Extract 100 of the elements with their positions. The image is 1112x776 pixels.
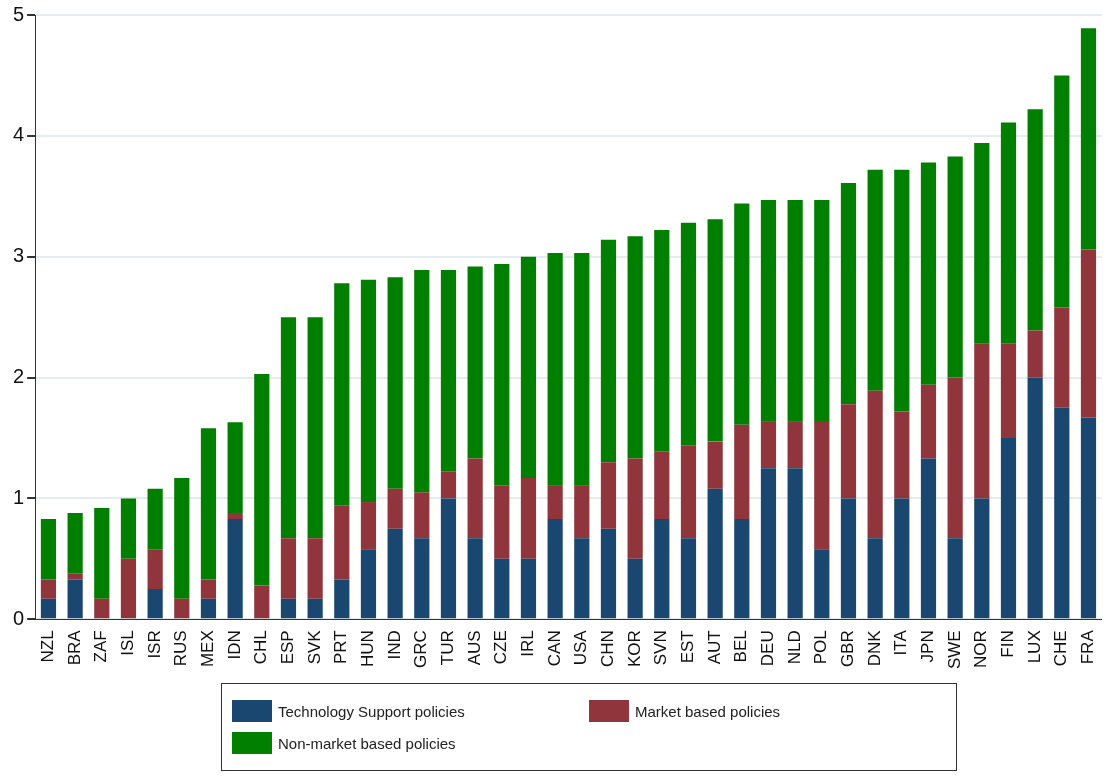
x-tick-label: ISL xyxy=(118,630,138,656)
legend-label: Non-market based policies xyxy=(278,734,456,752)
bar xyxy=(894,498,910,619)
y-tick-label: 5 xyxy=(13,2,25,25)
bar xyxy=(600,462,617,529)
bar xyxy=(280,538,297,599)
bar xyxy=(67,512,83,574)
x-tick-label: DEU xyxy=(758,630,778,667)
legend-label: Market based policies xyxy=(635,702,781,720)
bar xyxy=(334,283,350,506)
bar xyxy=(1080,249,1097,418)
bar xyxy=(894,411,910,499)
bar xyxy=(547,253,563,486)
x-tick-label: FIN xyxy=(998,630,1018,658)
bar xyxy=(680,538,697,619)
x-tick-label: NZL xyxy=(38,630,58,663)
bar xyxy=(227,422,243,513)
bar xyxy=(760,199,777,422)
bar xyxy=(520,558,537,619)
x-tick-label: FRA xyxy=(1078,629,1098,665)
bar xyxy=(200,428,217,580)
y-tick-label: 2 xyxy=(13,365,25,388)
bar xyxy=(787,421,803,469)
bar xyxy=(467,266,483,459)
bar xyxy=(120,558,137,619)
x-tick-label: DNK xyxy=(864,629,884,667)
bar xyxy=(440,471,457,499)
x-tick-label: GBR xyxy=(838,630,858,668)
bar xyxy=(627,236,643,459)
bar xyxy=(974,498,990,619)
bar xyxy=(574,485,590,539)
x-tick-label: BRA xyxy=(64,629,84,666)
bar xyxy=(147,488,163,550)
bar xyxy=(1000,437,1017,619)
bar xyxy=(840,182,857,405)
x-tick-label: MEX xyxy=(198,630,218,668)
x-tick-label: ITA xyxy=(891,629,911,656)
bar xyxy=(974,143,990,344)
bar xyxy=(387,528,403,619)
bar xyxy=(520,256,537,478)
bar xyxy=(440,270,457,472)
bar xyxy=(840,498,857,619)
bar xyxy=(467,538,483,619)
bar xyxy=(254,373,270,586)
x-tick-label: CHL xyxy=(251,630,271,665)
bar xyxy=(787,468,803,619)
bar xyxy=(574,538,590,619)
bar xyxy=(147,589,163,619)
bar xyxy=(760,468,777,619)
bar xyxy=(734,424,750,519)
bar xyxy=(414,270,430,493)
x-tick-label: EST xyxy=(678,630,698,664)
bar xyxy=(787,199,803,422)
bar xyxy=(867,169,883,391)
x-tick-label: LUX xyxy=(1024,630,1044,664)
bar xyxy=(920,384,937,459)
bar xyxy=(67,579,83,619)
x-tick-label: PRT xyxy=(331,630,351,664)
bar xyxy=(814,421,830,550)
bar xyxy=(414,538,430,619)
bar xyxy=(654,230,670,452)
x-tick-label: RUS xyxy=(171,630,191,667)
bar xyxy=(707,219,723,442)
bar xyxy=(574,253,590,486)
bar xyxy=(280,317,297,539)
x-tick-label: HUN xyxy=(358,630,378,668)
bar xyxy=(360,549,377,619)
x-tick-label: CZE xyxy=(491,630,511,665)
x-tick-label: IRL xyxy=(518,630,538,657)
bar xyxy=(120,498,137,559)
bar xyxy=(520,477,537,559)
bar xyxy=(894,169,910,412)
bar xyxy=(1027,377,1043,619)
bar xyxy=(734,518,750,619)
bar xyxy=(1000,122,1017,344)
bar xyxy=(414,492,430,539)
bar xyxy=(947,156,963,378)
bar xyxy=(680,445,697,539)
bar xyxy=(547,485,563,519)
x-tick-label: CHN xyxy=(598,630,618,668)
bar xyxy=(680,222,697,446)
bar xyxy=(467,458,483,539)
x-tick-label: SVN xyxy=(651,630,671,666)
x-tick-label: GRC xyxy=(411,630,431,669)
y-tick-label: 4 xyxy=(13,123,25,146)
x-tick-label: BEL xyxy=(731,630,751,663)
x-tick-label: USA xyxy=(571,629,591,666)
bar xyxy=(174,598,190,619)
bar xyxy=(334,579,350,619)
x-tick-label: CAN xyxy=(544,630,564,667)
y-tick-label: 3 xyxy=(13,244,25,267)
bar xyxy=(40,579,57,599)
x-tick-label: NLD xyxy=(784,630,804,665)
x-tick-label: AUT xyxy=(704,630,724,665)
bar xyxy=(174,477,190,599)
bar xyxy=(200,579,217,599)
bar xyxy=(360,279,377,503)
bar xyxy=(627,458,643,559)
x-tick-label: SVK xyxy=(304,629,324,665)
bar xyxy=(600,239,617,463)
